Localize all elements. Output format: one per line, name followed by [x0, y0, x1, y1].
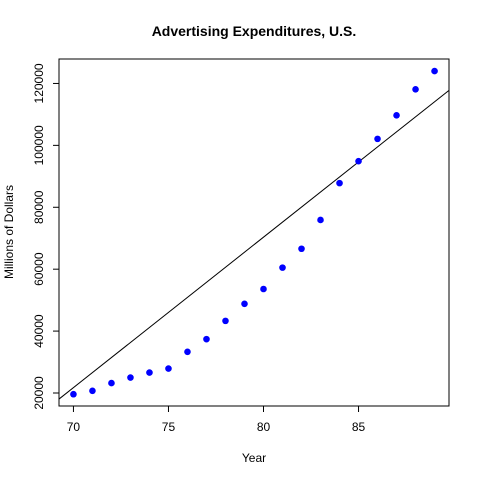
data-point [374, 135, 381, 143]
data-point [165, 365, 172, 372]
data-point [412, 86, 419, 93]
data-point [336, 179, 343, 187]
data-point [108, 379, 115, 387]
data-point [146, 369, 153, 376]
plot-frame [58, 58, 450, 407]
data-point [222, 317, 229, 325]
y-tick-label: 120000 [32, 63, 46, 103]
data-point [127, 374, 134, 381]
data-point [431, 67, 438, 75]
chart-title: Advertising Expenditures, U.S. [152, 23, 357, 39]
y-tick-label: 20000 [32, 376, 46, 410]
data-point [279, 264, 286, 271]
data-point [355, 157, 362, 165]
data-point [393, 112, 400, 119]
data-point [260, 285, 267, 293]
x-tick-label: 75 [162, 420, 176, 434]
y-tick-label: 60000 [32, 252, 46, 286]
data-point [203, 335, 210, 343]
x-tick-label: 70 [67, 420, 81, 434]
x-tick-label: 85 [352, 420, 366, 434]
data-point [89, 387, 96, 395]
y-tick-label: 100000 [32, 125, 46, 165]
plot-layer: 70 75 80 85 20000 40000 60000 80000 100000 120000 [32, 58, 450, 434]
data-point [241, 300, 248, 308]
y-tick-label: 80000 [32, 190, 46, 224]
data-point [70, 390, 77, 398]
y-tick-label: 40000 [32, 314, 46, 348]
y-axis-label: Millions of Dollars [2, 185, 16, 279]
regression-line [59, 89, 449, 400]
data-point [184, 348, 191, 356]
data-point [317, 216, 324, 224]
x-tick-label: 80 [257, 420, 271, 434]
x-axis-label: Year [242, 451, 266, 465]
data-point [298, 245, 305, 253]
